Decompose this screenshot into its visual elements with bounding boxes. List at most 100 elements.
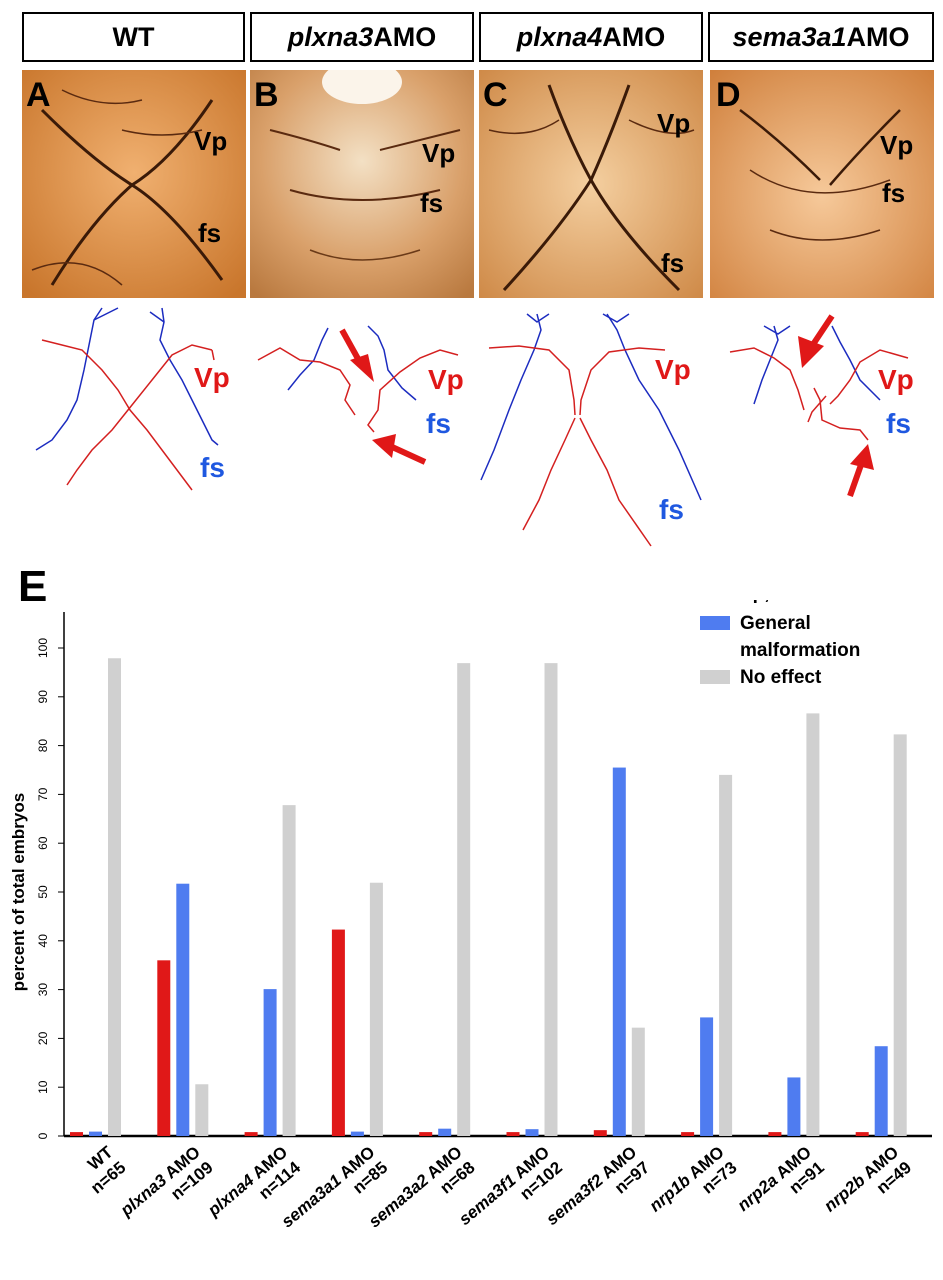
fs-trace-label: fs [200, 452, 225, 483]
legend-swatch [700, 670, 730, 684]
bar [681, 1132, 695, 1136]
vp-label: Vp [880, 130, 914, 160]
fs-label: fs [882, 178, 906, 208]
bar [369, 882, 383, 1136]
bar [506, 1132, 520, 1136]
y-tick-label: 0 [36, 1132, 50, 1139]
header-text: WT [112, 21, 155, 52]
fs-label: fs [661, 248, 685, 278]
bar [719, 774, 733, 1136]
y-tick-label: 80 [36, 739, 50, 753]
arrow-head [850, 444, 874, 470]
bar [419, 1132, 433, 1136]
bar [244, 1132, 258, 1136]
panel-letter-e: E [18, 562, 48, 611]
bar [612, 767, 626, 1136]
bar [263, 989, 277, 1136]
y-tick-label: 20 [36, 1031, 50, 1045]
y-tick-label: 40 [36, 934, 50, 948]
bar [806, 713, 820, 1136]
panel-letter: A [26, 76, 51, 114]
y-tick-label: 90 [36, 690, 50, 704]
bar [195, 1084, 209, 1136]
vp-trace-label: Vp [194, 362, 230, 393]
legend-label: malformation [740, 640, 860, 661]
arrow-head [350, 354, 374, 382]
panel-header-wt: WT [22, 12, 245, 62]
x-tick-label: nrp1b AMOn=73 [646, 1143, 741, 1231]
nerve-tracing [257, 325, 459, 465]
header-text: AMO [373, 21, 437, 52]
y-axis-label: percent of total embryos [9, 793, 28, 991]
panel-letter: D [716, 76, 741, 114]
bar [787, 1077, 801, 1136]
legend-label: General [740, 613, 811, 634]
bar [874, 1046, 888, 1136]
header-italic: sema3a1 [732, 21, 847, 52]
micrograph-image [250, 70, 474, 298]
photo-panel-a: A Vp fs [22, 70, 246, 298]
vp-label: Vp [194, 126, 228, 156]
bar [157, 960, 171, 1136]
bar [438, 1128, 452, 1136]
bar [282, 805, 296, 1136]
header-text: AMO [846, 21, 910, 52]
bar [593, 1130, 607, 1136]
bar [176, 883, 190, 1136]
x-tick-label: sema3f2 AMOn=97 [542, 1143, 653, 1245]
fs-trace-label: fs [886, 408, 911, 439]
x-tick-label: plxna3 AMOn=109 [116, 1143, 217, 1236]
vp-label: Vp [422, 138, 456, 168]
micrograph-image [479, 70, 703, 298]
legend-label: No effect [740, 667, 822, 688]
x-tick-label: nrp2b AMOn=49 [820, 1143, 915, 1231]
bar [855, 1132, 869, 1136]
trace-panel-b: Vp fs [250, 300, 474, 550]
trace-panel-a: Vp fs [22, 300, 246, 550]
nerve-tracing [480, 313, 702, 547]
panel-header-sema3a1: sema3a1 AMO [708, 12, 934, 62]
fs-label: fs [198, 218, 222, 248]
bar [457, 663, 471, 1136]
bar [350, 1131, 364, 1136]
bar-chart: 0 10 20 30 40 50 60 70 80 90 100 percent of total e… [9, 600, 932, 1247]
micrograph-image [710, 70, 934, 298]
photo-panel-b: B Vp fs [250, 70, 474, 298]
bar [89, 1131, 102, 1136]
photo-panel-c: C Vp fs [479, 70, 703, 298]
fs-trace-label: fs [659, 494, 684, 525]
header-italic: plxna4 [516, 21, 603, 52]
photo-panel-d: D Vp fs [710, 70, 934, 298]
x-tick-label: sema3a1 AMOn=85 [278, 1143, 392, 1247]
y-tick-label: 10 [36, 1080, 50, 1094]
arrow-head [798, 336, 824, 368]
bar [108, 658, 121, 1136]
bar [700, 1017, 714, 1136]
header-text: AMO [602, 21, 666, 52]
vp-trace-label: Vp [655, 354, 691, 385]
x-tick-label: sema3a2 AMOn=68 [365, 1143, 479, 1247]
panel-letter: C [483, 76, 508, 114]
bar [544, 663, 558, 1136]
legend-label: Vp,VII defective [740, 600, 880, 604]
bar [768, 1132, 782, 1136]
bar [893, 734, 907, 1136]
y-tick-label: 60 [36, 836, 50, 850]
vp-trace-label: Vp [428, 364, 464, 395]
nerve-tracing [35, 307, 219, 491]
trace-panel-d: Vp fs [710, 300, 934, 550]
nerve-tracing [729, 314, 909, 497]
bar [331, 929, 345, 1136]
micrograph-image [22, 70, 246, 298]
bar [525, 1129, 539, 1136]
panel-header-plxna3: plxna3 AMO [250, 12, 474, 62]
legend-swatch [700, 616, 730, 630]
y-tick-label: 70 [36, 787, 50, 801]
bar [70, 1132, 83, 1136]
y-tick-label: 30 [36, 983, 50, 997]
vp-trace-label: Vp [878, 364, 914, 395]
x-tick-label: nrp2a AMOn=91 [734, 1143, 828, 1231]
arrow-head [372, 434, 396, 458]
x-tick-label: WTn=65 [74, 1142, 130, 1197]
trace-panel-c: Vp fs [479, 300, 703, 550]
